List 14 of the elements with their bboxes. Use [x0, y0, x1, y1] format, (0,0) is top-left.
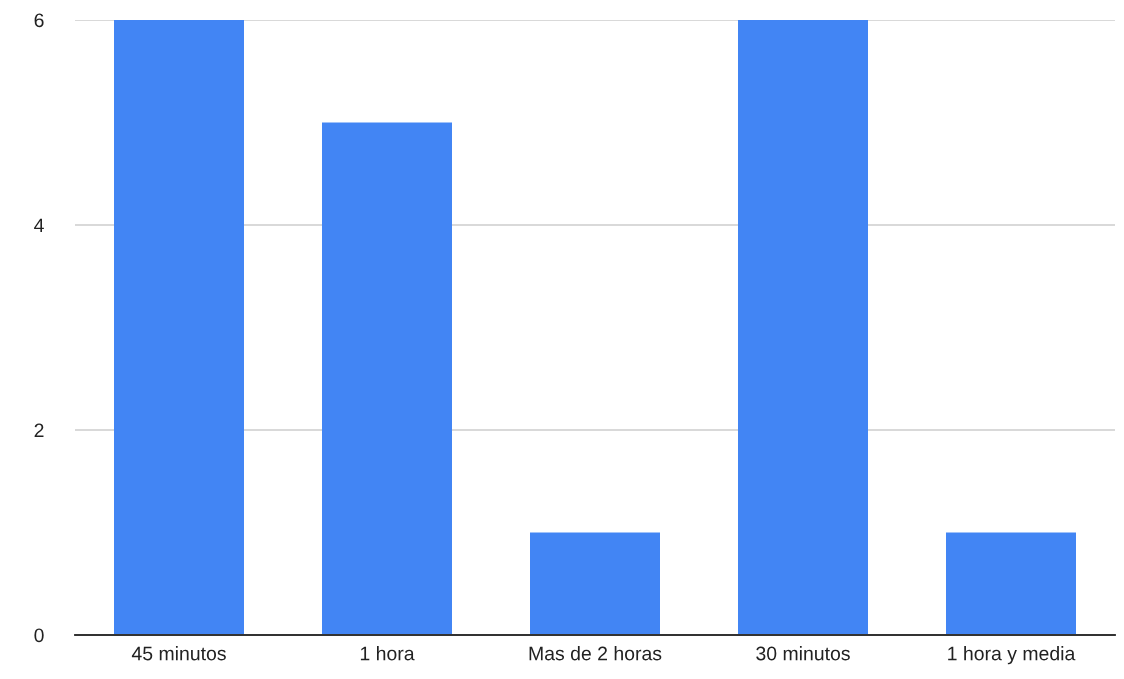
x-tick-label: 30 minutos [756, 646, 850, 661]
x-tick-label: 1 hora [360, 646, 415, 661]
bar [946, 532, 1076, 635]
y-tick-label: 0 [34, 628, 44, 643]
y-tick-label: 4 [34, 218, 44, 233]
bar [530, 532, 660, 635]
y-tick-label: 2 [34, 423, 44, 438]
x-tick-label: Mas de 2 horas [529, 646, 662, 661]
bar [738, 20, 868, 635]
x-tick-label: 45 minutos [131, 646, 226, 661]
x-tick-label: 1 hora y media [948, 646, 1076, 665]
y-tick-label: 6 [34, 13, 44, 28]
bar [114, 20, 244, 635]
bar [322, 122, 452, 635]
